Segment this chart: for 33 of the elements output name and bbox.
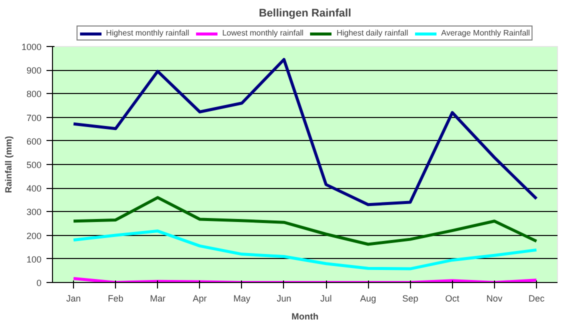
y-tick-label: 200 (26, 230, 42, 241)
x-tick-label: Oct (445, 294, 460, 304)
x-tick-label: Feb (108, 294, 124, 304)
line-series (72, 196, 538, 246)
x-tick-label: Jan (66, 294, 81, 304)
x-tick-label: Sep (402, 294, 418, 304)
x-tick-label: Aug (360, 294, 376, 304)
y-axis-title: Rainfall (mm) (3, 136, 14, 194)
x-tick-label: May (233, 294, 251, 304)
y-tick-label: 500 (26, 160, 42, 170)
x-tick-label: Jul (320, 294, 332, 304)
y-tick-label: 900 (26, 66, 42, 76)
y-tick-label: 300 (26, 207, 42, 218)
legend-label: Average Monthly Rainfall (441, 28, 530, 38)
legend-label: Lowest monthly rainfall (222, 28, 304, 38)
y-tick-label: 700 (26, 112, 42, 123)
x-tick-label: Jun (276, 294, 292, 304)
x-tick-label: Dec (528, 294, 545, 304)
line-series (72, 58, 538, 206)
y-tick-label: 600 (26, 136, 42, 146)
y-tick-label: 0 (36, 278, 42, 288)
y-tick-label: 400 (26, 184, 42, 194)
y-tick-label: 800 (26, 89, 42, 100)
y-tick-label: 1000 (21, 42, 42, 52)
x-axis-title: Month (292, 312, 319, 322)
legend-label: Highest daily rainfall (336, 28, 408, 38)
legend-label: Highest monthly rainfall (106, 28, 190, 38)
x-tick-label: Nov (486, 294, 503, 304)
chart-title: Bellingen Rainfall (258, 8, 352, 20)
x-tick-label: Apr (192, 294, 207, 304)
y-tick-label: 100 (26, 254, 42, 264)
line-series (72, 230, 538, 270)
x-tick-label: Mar (150, 294, 166, 304)
